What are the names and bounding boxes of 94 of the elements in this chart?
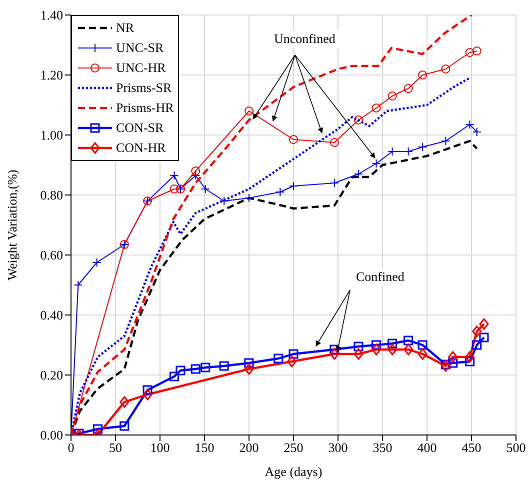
point — [354, 116, 363, 124]
point — [244, 358, 254, 368]
annotation: Unconfined — [270, 30, 340, 48]
point — [191, 166, 200, 176]
point — [354, 342, 364, 352]
point — [442, 137, 450, 145]
x-tick-label: 0 — [68, 440, 74, 456]
point — [404, 84, 413, 93]
y-tick-label: 1.20 — [40, 68, 63, 83]
point — [372, 104, 381, 112]
y-tick-label: 0.20 — [40, 368, 63, 383]
point — [330, 179, 338, 187]
x-tick-label: 150 — [194, 440, 214, 456]
point — [330, 344, 340, 354]
point — [200, 362, 210, 372]
y-tick-label: 0.40 — [40, 308, 63, 323]
point — [220, 197, 228, 205]
point — [276, 188, 284, 196]
point — [440, 360, 450, 372]
x-tick-label: 100 — [150, 440, 170, 456]
y-tick-label: 1.00 — [40, 128, 63, 143]
point — [142, 385, 152, 395]
point — [142, 388, 152, 400]
point — [120, 421, 130, 431]
point — [466, 120, 474, 128]
point — [286, 356, 296, 368]
y-tick-label: 1.40 — [40, 8, 63, 23]
point — [404, 336, 414, 346]
x-tick-label: 450 — [462, 440, 482, 456]
point — [372, 344, 382, 356]
legend-label: CON-HR — [116, 140, 166, 156]
point — [472, 326, 482, 338]
legend-label: NR — [116, 20, 134, 36]
point — [404, 344, 414, 356]
point — [92, 424, 102, 434]
x-tick-label: 350 — [372, 440, 392, 456]
x-tick-label: 250 — [284, 440, 304, 456]
point — [170, 172, 178, 180]
point — [170, 184, 179, 194]
point — [74, 281, 82, 289]
y-tick-label: 0.80 — [40, 188, 63, 203]
point — [176, 366, 186, 376]
y-tick-label: 0.00 — [40, 428, 63, 443]
point — [472, 128, 481, 136]
point — [92, 258, 101, 266]
point — [464, 351, 474, 363]
x-tick-label: 300 — [328, 440, 348, 456]
point — [418, 143, 427, 151]
x-axis-title: Age (days) — [264, 464, 322, 479]
legend-label: Prisms-SR — [116, 80, 172, 96]
point — [169, 372, 179, 382]
point — [245, 194, 253, 202]
point — [354, 170, 362, 178]
point — [479, 332, 489, 342]
point — [472, 340, 482, 350]
point — [448, 351, 458, 363]
legend-label: UNC-SR — [116, 40, 164, 56]
point — [472, 46, 482, 56]
x-tick-label: 400 — [417, 440, 437, 456]
point — [201, 185, 210, 193]
y-tick-label: 0.60 — [40, 248, 63, 263]
point — [479, 318, 489, 330]
point — [372, 340, 382, 350]
point — [448, 358, 458, 368]
point — [190, 364, 200, 374]
legend-label: CON-SR — [116, 120, 164, 136]
point — [418, 348, 428, 360]
point — [219, 361, 229, 371]
point — [388, 338, 398, 348]
legend-label: UNC-HR — [116, 60, 166, 76]
x-tick-label: 500 — [506, 440, 526, 456]
x-tick-label: 200 — [239, 440, 259, 456]
point — [330, 348, 340, 360]
point — [289, 135, 298, 144]
point — [464, 356, 474, 366]
point — [418, 340, 428, 350]
point — [465, 48, 474, 57]
point — [120, 396, 130, 408]
point — [288, 349, 298, 359]
point — [388, 92, 397, 100]
legend-label: Prisms-HR — [116, 100, 174, 116]
point — [330, 138, 339, 147]
point — [244, 363, 254, 375]
point — [274, 354, 284, 364]
point — [290, 182, 298, 190]
point — [354, 348, 364, 360]
point — [372, 160, 380, 168]
point — [244, 106, 254, 116]
point — [440, 360, 450, 370]
annotation: Confined — [352, 268, 408, 286]
point — [418, 70, 428, 80]
point — [441, 64, 450, 74]
point — [388, 344, 398, 356]
x-tick-label: 50 — [109, 440, 122, 456]
